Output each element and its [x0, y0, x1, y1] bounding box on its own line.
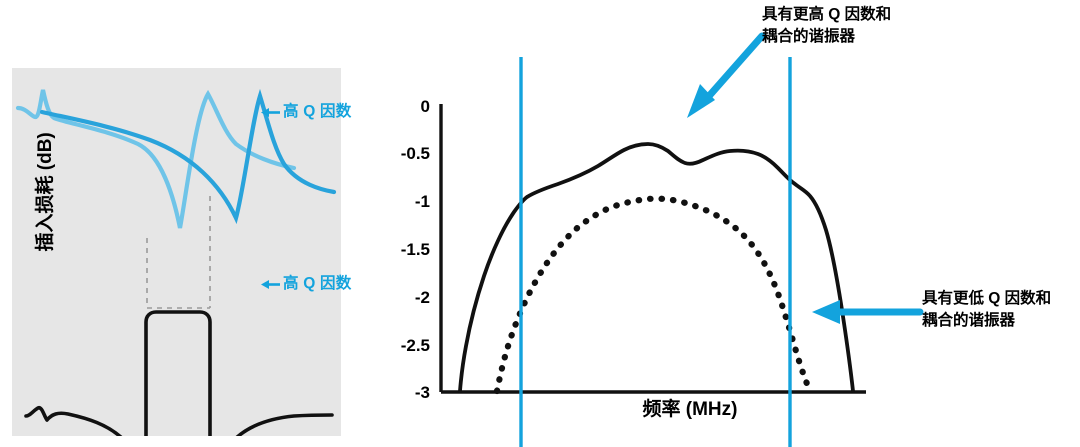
y-tick-0.5: -0.5: [400, 144, 430, 163]
callout-lower-q-line2: 耦合的谐振器: [922, 312, 1016, 330]
left-label-high-q-top: 高 Q 因数: [243, 83, 351, 141]
light-blue-resonance-curve: [15, 89, 297, 229]
callout-lower-q: 具有更低 Q 因数和 耦合的谐振器: [922, 288, 1051, 333]
callout-higher-q: 具有更高 Q 因数和 耦合的谐振器: [762, 4, 891, 49]
higher-q-response-curve: [458, 142, 855, 393]
y-tick-3: -3: [414, 383, 430, 402]
resonator-illustration-svg: [15, 88, 337, 447]
dark-blue-resonance-curve: [39, 88, 337, 225]
black-filter-response-curve: [24, 310, 334, 447]
y-tick-1.5: -1.5: [400, 240, 430, 259]
y-axis-title: 插入损耗 (dB): [35, 132, 57, 252]
resonator-illustration-panel: [12, 68, 341, 447]
callout-higher-q-line2: 耦合的谐振器: [762, 28, 856, 46]
y-tick-0: 0: [420, 97, 430, 116]
x-axis-title: 频率 (MHz): [642, 399, 738, 420]
left-label-bottom-text: 高 Q 因数: [283, 275, 352, 293]
arrow-left-icon: [812, 300, 924, 324]
y-tick-2.5: -2.5: [400, 336, 430, 355]
left-label-top-text: 高 Q 因数: [283, 103, 352, 121]
left-arrow-icon-bottom: [261, 279, 281, 289]
left-label-high-q-bottom: 高 Q 因数: [243, 255, 351, 313]
y-tick-2: -2: [414, 288, 430, 307]
left-arrow-icon-top: [261, 107, 281, 117]
arrow-down-left-icon: [687, 32, 766, 118]
callout-lower-q-line1: 具有更低 Q 因数和: [922, 290, 1052, 307]
lower-q-response-curve: [493, 195, 814, 395]
callout-higher-q-line1: 具有更高 Q 因数和: [762, 6, 892, 23]
y-tick-1: -1: [414, 192, 430, 211]
